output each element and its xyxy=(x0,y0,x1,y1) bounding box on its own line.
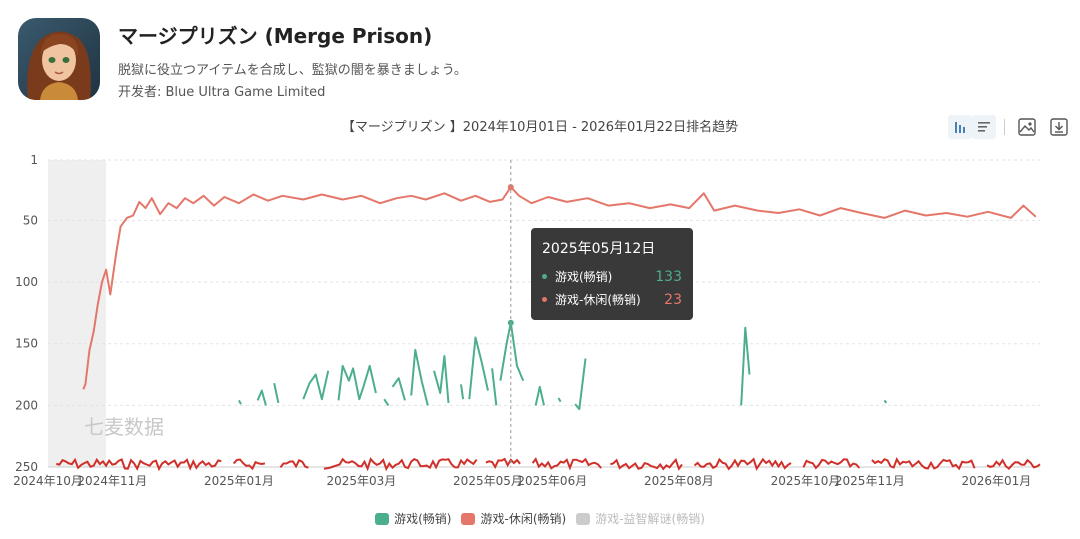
app-icon xyxy=(18,18,100,100)
bottom-band-segment xyxy=(986,458,1041,470)
y-tick-label: 50 xyxy=(23,213,38,227)
bottom-band-segment xyxy=(693,457,792,471)
bottom-band-segment xyxy=(610,457,683,471)
bottom-band-segment xyxy=(802,458,861,470)
y-tick-label: 100 xyxy=(15,275,38,289)
x-tick-label: 2025年08月 xyxy=(644,474,714,488)
series-line-game-grossing xyxy=(740,326,751,406)
legend-swatch xyxy=(375,512,390,525)
x-tick-label: 2024年11月 xyxy=(77,474,147,488)
series-line-game-grossing xyxy=(499,321,525,382)
legend-item-puzzle-grossing[interactable]: 游戏-益智解谜(畅销) xyxy=(576,510,705,527)
chart-toolbar xyxy=(948,114,1071,140)
series-line-game-grossing xyxy=(337,364,377,401)
tooltip: 2025年05月12日 游戏(畅销) 133 游戏-休闲(畅销) 23 xyxy=(531,228,693,320)
y-tick-label: 250 xyxy=(15,460,38,474)
series-line-game-grossing xyxy=(883,399,888,404)
legend-item-game-grossing[interactable]: 游戏(畅销) xyxy=(375,510,451,527)
app-description: 脱獄に役立つアイテムを合成し、監獄の闇を暴きましょう。 xyxy=(118,63,467,78)
bottom-band-segment xyxy=(56,457,222,472)
chart-bar-icon[interactable] xyxy=(948,115,972,139)
x-tick-label: 2026年01月 xyxy=(962,474,1032,488)
tooltip-dot-red xyxy=(542,297,547,302)
hover-point-casual xyxy=(507,184,514,191)
legend-swatch xyxy=(461,512,476,525)
bottom-band-segment xyxy=(279,458,309,469)
watermark: 七麦数据 xyxy=(84,415,164,439)
series-line-game-grossing xyxy=(491,368,498,406)
series-line-game-grossing xyxy=(433,355,450,403)
x-tick-label: 2025年01月 xyxy=(204,474,274,488)
x-tick-label: 2025年06月 xyxy=(517,474,587,488)
tooltip-dot-green xyxy=(542,274,547,279)
developer-label: 开发者: xyxy=(118,85,166,100)
developer-info: 开发者: Blue Ultra Game Limited xyxy=(118,81,325,100)
series-line-game-grossing xyxy=(460,384,465,400)
tooltip-row: 游戏-休闲(畅销) 23 xyxy=(542,291,682,308)
chart-title: 【マージプリズン 】2024年10月01日 - 2026年01月22日排名趋势 xyxy=(341,120,739,135)
legend-label: 游戏(畅销) xyxy=(394,512,452,526)
series-layer xyxy=(82,184,1037,411)
series-line-game-grossing xyxy=(468,336,489,400)
tooltip-series-name: 游戏-休闲(畅销) xyxy=(555,293,641,307)
bottom-rank-band xyxy=(56,457,1041,472)
series-line-game-grossing xyxy=(557,397,562,403)
tooltip-row: 游戏(畅销) 133 xyxy=(542,268,682,285)
series-line-game-grossing xyxy=(273,382,280,404)
tooltip-date: 2025年05月12日 xyxy=(542,241,656,257)
bottom-band-segment xyxy=(323,457,478,472)
series-line-game-grossing xyxy=(256,389,267,406)
toolbar-divider xyxy=(1004,119,1005,135)
bottom-band-segment xyxy=(232,458,266,471)
download-icon[interactable] xyxy=(1047,115,1071,139)
legend-label: 游戏-益智解谜(畅销) xyxy=(595,512,705,526)
series-line-casual-grossing xyxy=(82,186,1037,390)
y-tick-label: 150 xyxy=(15,337,38,351)
image-icon[interactable] xyxy=(1015,115,1039,139)
tooltip-series-name: 游戏(畅销) xyxy=(555,270,613,284)
tooltip-series-value: 133 xyxy=(655,268,682,285)
bottom-band-segment xyxy=(531,457,602,471)
y-tick-label: 1 xyxy=(30,153,38,167)
chart-legend: 游戏(畅销) 游戏-休闲(畅销) 游戏-益智解谜(畅销) xyxy=(0,510,1080,527)
x-tick-label: 2025年05月 xyxy=(453,474,523,488)
app-title: マージプリズン (Merge Prison) xyxy=(118,24,433,48)
series-line-game-grossing xyxy=(410,348,429,406)
x-tick-label: 2024年10月 xyxy=(13,474,83,488)
developer-name[interactable]: Blue Ultra Game Limited xyxy=(165,85,326,100)
x-tick-label: 2025年03月 xyxy=(326,474,396,488)
series-line-game-grossing xyxy=(238,399,242,405)
y-tick-label: 200 xyxy=(15,398,38,412)
list-icon[interactable] xyxy=(972,115,996,139)
series-line-game-grossing xyxy=(391,377,406,401)
series-line-game-grossing xyxy=(534,385,545,406)
series-line-game-grossing xyxy=(383,398,390,406)
series-line-game-grossing xyxy=(302,370,330,401)
x-tick-label: 2025年10月 xyxy=(771,474,841,488)
tooltip-series-value: 23 xyxy=(664,291,682,308)
legend-swatch xyxy=(576,512,591,525)
legend-label: 游戏-休闲(畅销) xyxy=(480,512,567,526)
legend-item-casual-grossing[interactable]: 游戏-休闲(畅销) xyxy=(461,510,566,527)
series-line-game-grossing xyxy=(574,358,587,411)
x-tick-label: 2025年11月 xyxy=(835,474,905,488)
bottom-band-segment xyxy=(871,457,976,471)
bottom-band-segment xyxy=(485,457,521,469)
